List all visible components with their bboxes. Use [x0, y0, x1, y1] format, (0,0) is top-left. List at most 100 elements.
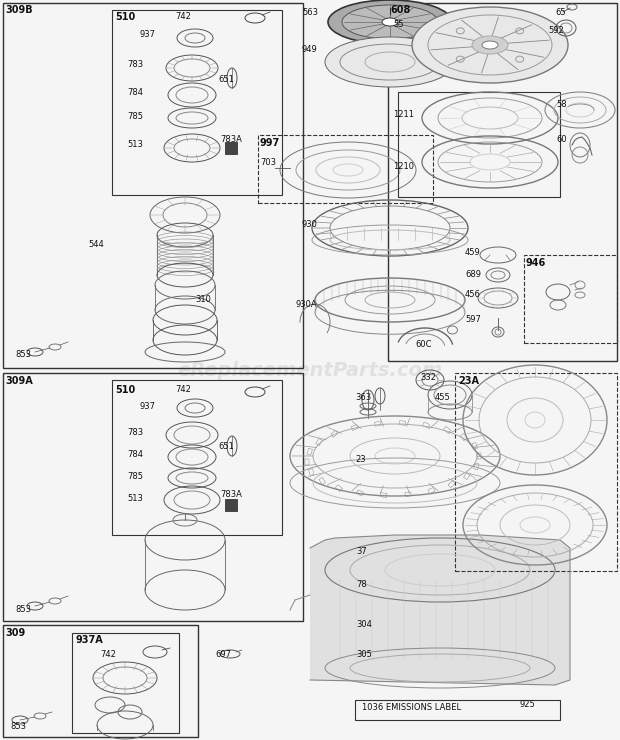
- Text: 1211: 1211: [393, 110, 414, 119]
- Ellipse shape: [472, 36, 508, 54]
- Text: 742: 742: [175, 12, 191, 21]
- Bar: [3, 3, 303, 368]
- Text: 459: 459: [465, 248, 480, 257]
- Bar: [331, 430, 338, 437]
- Text: 510: 510: [115, 385, 135, 395]
- Bar: [3, 625, 198, 737]
- Text: 937A: 937A: [75, 635, 103, 645]
- Text: 925: 925: [520, 700, 536, 709]
- Bar: [319, 477, 326, 485]
- Text: 785: 785: [127, 112, 143, 121]
- Text: 597: 597: [465, 315, 481, 324]
- Text: 997: 997: [260, 138, 280, 148]
- Ellipse shape: [325, 37, 455, 87]
- Text: 455: 455: [435, 393, 451, 402]
- Bar: [374, 421, 381, 426]
- Text: 363: 363: [355, 393, 371, 402]
- Text: 592: 592: [548, 26, 564, 35]
- Text: 510: 510: [115, 12, 135, 22]
- Text: 78: 78: [356, 580, 367, 589]
- Text: 456: 456: [465, 290, 481, 299]
- Text: 651: 651: [218, 442, 234, 451]
- Ellipse shape: [342, 5, 438, 39]
- Ellipse shape: [382, 18, 398, 26]
- Text: 784: 784: [127, 450, 143, 459]
- Bar: [356, 490, 363, 496]
- Text: 703: 703: [260, 158, 276, 167]
- Bar: [477, 453, 481, 459]
- Text: 1210: 1210: [393, 162, 414, 171]
- Text: 58: 58: [556, 100, 567, 109]
- Text: 937: 937: [140, 30, 156, 39]
- Text: 742: 742: [100, 650, 116, 659]
- Text: 60C: 60C: [415, 340, 432, 349]
- Bar: [355, 700, 560, 720]
- Text: 304: 304: [356, 620, 372, 629]
- Bar: [258, 135, 433, 203]
- Bar: [112, 380, 282, 535]
- Bar: [335, 485, 342, 491]
- Text: 853: 853: [15, 350, 31, 359]
- Text: 853: 853: [10, 722, 26, 731]
- Bar: [388, 3, 617, 361]
- Text: 930A: 930A: [295, 300, 317, 309]
- Text: eReplacementParts.com: eReplacementParts.com: [177, 360, 443, 380]
- Text: 37: 37: [356, 547, 367, 556]
- Text: 65: 65: [555, 8, 565, 17]
- Bar: [399, 420, 405, 425]
- Text: 853: 853: [15, 605, 31, 614]
- Bar: [225, 499, 237, 511]
- Text: 651: 651: [218, 75, 234, 84]
- Text: 23: 23: [355, 455, 366, 464]
- Bar: [398, 92, 560, 197]
- Bar: [225, 142, 237, 154]
- Text: 689: 689: [465, 270, 481, 279]
- Text: 513: 513: [127, 494, 143, 503]
- Bar: [309, 468, 314, 475]
- Text: 742: 742: [175, 385, 191, 394]
- Bar: [472, 443, 477, 449]
- Text: 309B: 309B: [5, 5, 33, 15]
- Text: 309A: 309A: [5, 376, 33, 386]
- Bar: [524, 255, 617, 343]
- Text: 697: 697: [215, 650, 231, 659]
- Bar: [72, 633, 179, 733]
- Text: 563: 563: [302, 8, 318, 17]
- Text: 608: 608: [390, 5, 410, 15]
- Text: 332: 332: [420, 373, 436, 382]
- Bar: [455, 373, 617, 571]
- Text: 1036 EMISSIONS LABEL: 1036 EMISSIONS LABEL: [362, 703, 461, 712]
- Bar: [443, 426, 451, 434]
- Text: 783: 783: [127, 60, 143, 69]
- Text: 305: 305: [356, 650, 372, 659]
- Bar: [351, 425, 358, 431]
- Text: 55: 55: [393, 20, 404, 29]
- Text: 930: 930: [302, 220, 318, 229]
- Text: 310: 310: [195, 295, 211, 304]
- Bar: [307, 448, 312, 455]
- Text: 949: 949: [302, 45, 317, 54]
- Text: 544: 544: [88, 240, 104, 249]
- Text: 937: 937: [140, 402, 156, 411]
- Text: 23A: 23A: [458, 376, 479, 386]
- Polygon shape: [310, 535, 570, 685]
- Bar: [448, 481, 455, 488]
- Bar: [474, 462, 479, 470]
- Bar: [316, 438, 322, 445]
- Bar: [381, 493, 387, 497]
- Text: 60: 60: [556, 135, 567, 144]
- Text: 785: 785: [127, 472, 143, 481]
- Ellipse shape: [412, 7, 568, 83]
- Bar: [3, 373, 303, 621]
- Bar: [305, 459, 309, 465]
- Text: 783A: 783A: [220, 135, 242, 144]
- Text: 783A: 783A: [220, 490, 242, 499]
- Bar: [405, 492, 411, 497]
- Text: 513: 513: [127, 140, 143, 149]
- Bar: [112, 10, 282, 195]
- Text: 783: 783: [127, 428, 143, 437]
- Ellipse shape: [482, 41, 498, 49]
- Bar: [464, 472, 470, 480]
- Bar: [461, 434, 467, 440]
- Text: 946: 946: [526, 258, 546, 268]
